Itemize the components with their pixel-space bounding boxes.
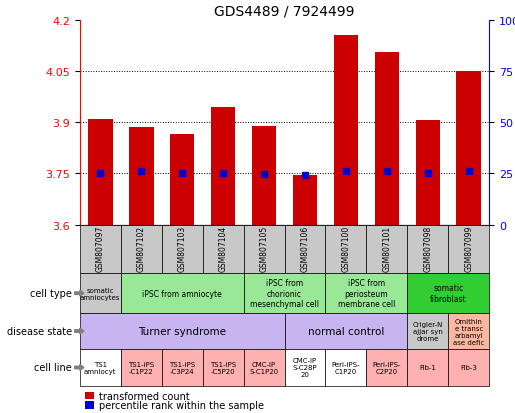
Text: GSM807106: GSM807106 (301, 225, 310, 272)
Bar (416, 121, 440, 225)
Text: GSM807103: GSM807103 (178, 225, 186, 272)
Text: CMC-iP
S-C1P20: CMC-iP S-C1P20 (249, 361, 279, 374)
Text: CMC-iP
S-C28P
20: CMC-iP S-C28P 20 (293, 358, 317, 377)
Text: GSM807097: GSM807097 (96, 225, 105, 272)
Text: TS1-iPS
-C1P22: TS1-iPS -C1P22 (128, 361, 154, 374)
Bar (374, 53, 399, 225)
Bar (129, 128, 153, 225)
Bar (88, 119, 113, 225)
Text: GSM807101: GSM807101 (383, 226, 391, 272)
Text: Fib-3: Fib-3 (460, 365, 477, 370)
Text: disease state: disease state (7, 326, 72, 336)
Text: somatic
amniocytes: somatic amniocytes (80, 287, 121, 300)
Text: GSM807102: GSM807102 (137, 226, 146, 272)
Text: Crigler-N
ajjar syn
drome: Crigler-N ajjar syn drome (413, 321, 443, 341)
Bar (334, 36, 358, 225)
Text: TS1-iPS
-C3P24: TS1-iPS -C3P24 (169, 361, 195, 374)
Bar (252, 126, 277, 225)
Text: GSM807105: GSM807105 (260, 225, 268, 272)
Text: Peri-iPS-
C1P20: Peri-iPS- C1P20 (332, 361, 360, 374)
Text: Fib-1: Fib-1 (419, 365, 436, 370)
Text: Turner syndrome: Turner syndrome (138, 326, 226, 336)
Text: GSM807099: GSM807099 (465, 225, 473, 272)
Text: Peri-iPS-
C2P20: Peri-iPS- C2P20 (373, 361, 401, 374)
Text: iPSC from amniocyte: iPSC from amniocyte (142, 289, 222, 298)
Text: transformed count: transformed count (99, 391, 190, 401)
Text: Omithin
e transc
arbamyl
ase defic: Omithin e transc arbamyl ase defic (453, 318, 485, 345)
Text: iPSC from
periosteum
membrane cell: iPSC from periosteum membrane cell (338, 279, 395, 308)
Bar (456, 72, 481, 225)
Text: GSM807104: GSM807104 (219, 225, 228, 272)
Text: GSM807098: GSM807098 (423, 225, 432, 272)
Text: normal control: normal control (308, 326, 384, 336)
Bar (211, 107, 235, 225)
Text: TS1-iPS
-C5P20: TS1-iPS -C5P20 (210, 361, 236, 374)
Text: somatic
fibroblast: somatic fibroblast (430, 284, 467, 303)
Title: GDS4489 / 7924499: GDS4489 / 7924499 (214, 4, 355, 18)
Bar (293, 176, 317, 225)
Text: cell line: cell line (35, 363, 72, 373)
Text: cell type: cell type (30, 288, 72, 299)
Text: GSM807100: GSM807100 (341, 225, 350, 272)
Text: TS1
amniocyt: TS1 amniocyt (84, 361, 116, 374)
Bar (170, 135, 195, 225)
Text: percentile rank within the sample: percentile rank within the sample (99, 400, 264, 410)
Text: iPSC from
chorionic
mesenchymal cell: iPSC from chorionic mesenchymal cell (250, 279, 319, 308)
